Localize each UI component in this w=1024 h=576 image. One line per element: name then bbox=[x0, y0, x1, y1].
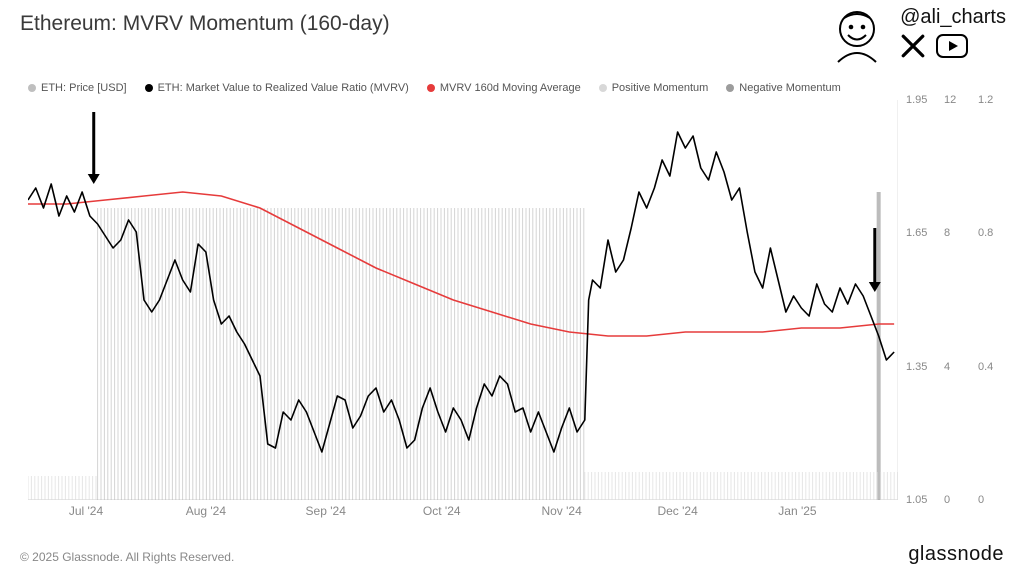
author-block: @ali_charts bbox=[822, 4, 1006, 74]
copyright-text: © 2025 Glassnode. All Rights Reserved. bbox=[20, 550, 234, 564]
legend-item-mvrv: ETH: Market Value to Realized Value Rati… bbox=[145, 82, 409, 94]
chart-plot bbox=[28, 100, 898, 500]
author-avatar bbox=[822, 4, 892, 74]
legend-label: MVRV 160d Moving Average bbox=[440, 82, 581, 94]
y-axis-3-labels: 00.40.81.2 bbox=[978, 100, 1008, 500]
swatch-dot bbox=[28, 84, 36, 92]
x-icon[interactable] bbox=[900, 33, 926, 64]
legend-item-price: ETH: Price [USD] bbox=[28, 82, 127, 94]
chart-legend: ETH: Price [USD] ETH: Market Value to Re… bbox=[28, 82, 841, 94]
swatch-dot bbox=[599, 84, 607, 92]
author-handle: @ali_charts bbox=[900, 6, 1006, 29]
swatch-dot bbox=[427, 84, 435, 92]
y-axis-1-labels: 1.051.351.651.95 bbox=[906, 100, 936, 500]
x-axis-labels: Jul '24Aug '24Sep '24Oct '24Nov '24Dec '… bbox=[28, 504, 898, 520]
chart-title: Ethereum: MVRV Momentum (160-day) bbox=[20, 12, 390, 36]
legend-label: Positive Momentum bbox=[612, 82, 709, 94]
y-axis-2-labels: 04812 bbox=[944, 100, 968, 500]
legend-label: ETH: Price [USD] bbox=[41, 82, 127, 94]
swatch-dot bbox=[726, 84, 734, 92]
legend-item-neg: Negative Momentum bbox=[726, 82, 841, 94]
swatch-dot bbox=[145, 84, 153, 92]
brand-label: glassnode bbox=[908, 543, 1004, 566]
youtube-icon[interactable] bbox=[936, 33, 968, 64]
page-root: Ethereum: MVRV Momentum (160-day) @ali_c… bbox=[0, 0, 1024, 576]
legend-label: ETH: Market Value to Realized Value Rati… bbox=[158, 82, 409, 94]
legend-item-ma: MVRV 160d Moving Average bbox=[427, 82, 581, 94]
legend-label: Negative Momentum bbox=[739, 82, 841, 94]
legend-item-pos: Positive Momentum bbox=[599, 82, 709, 94]
